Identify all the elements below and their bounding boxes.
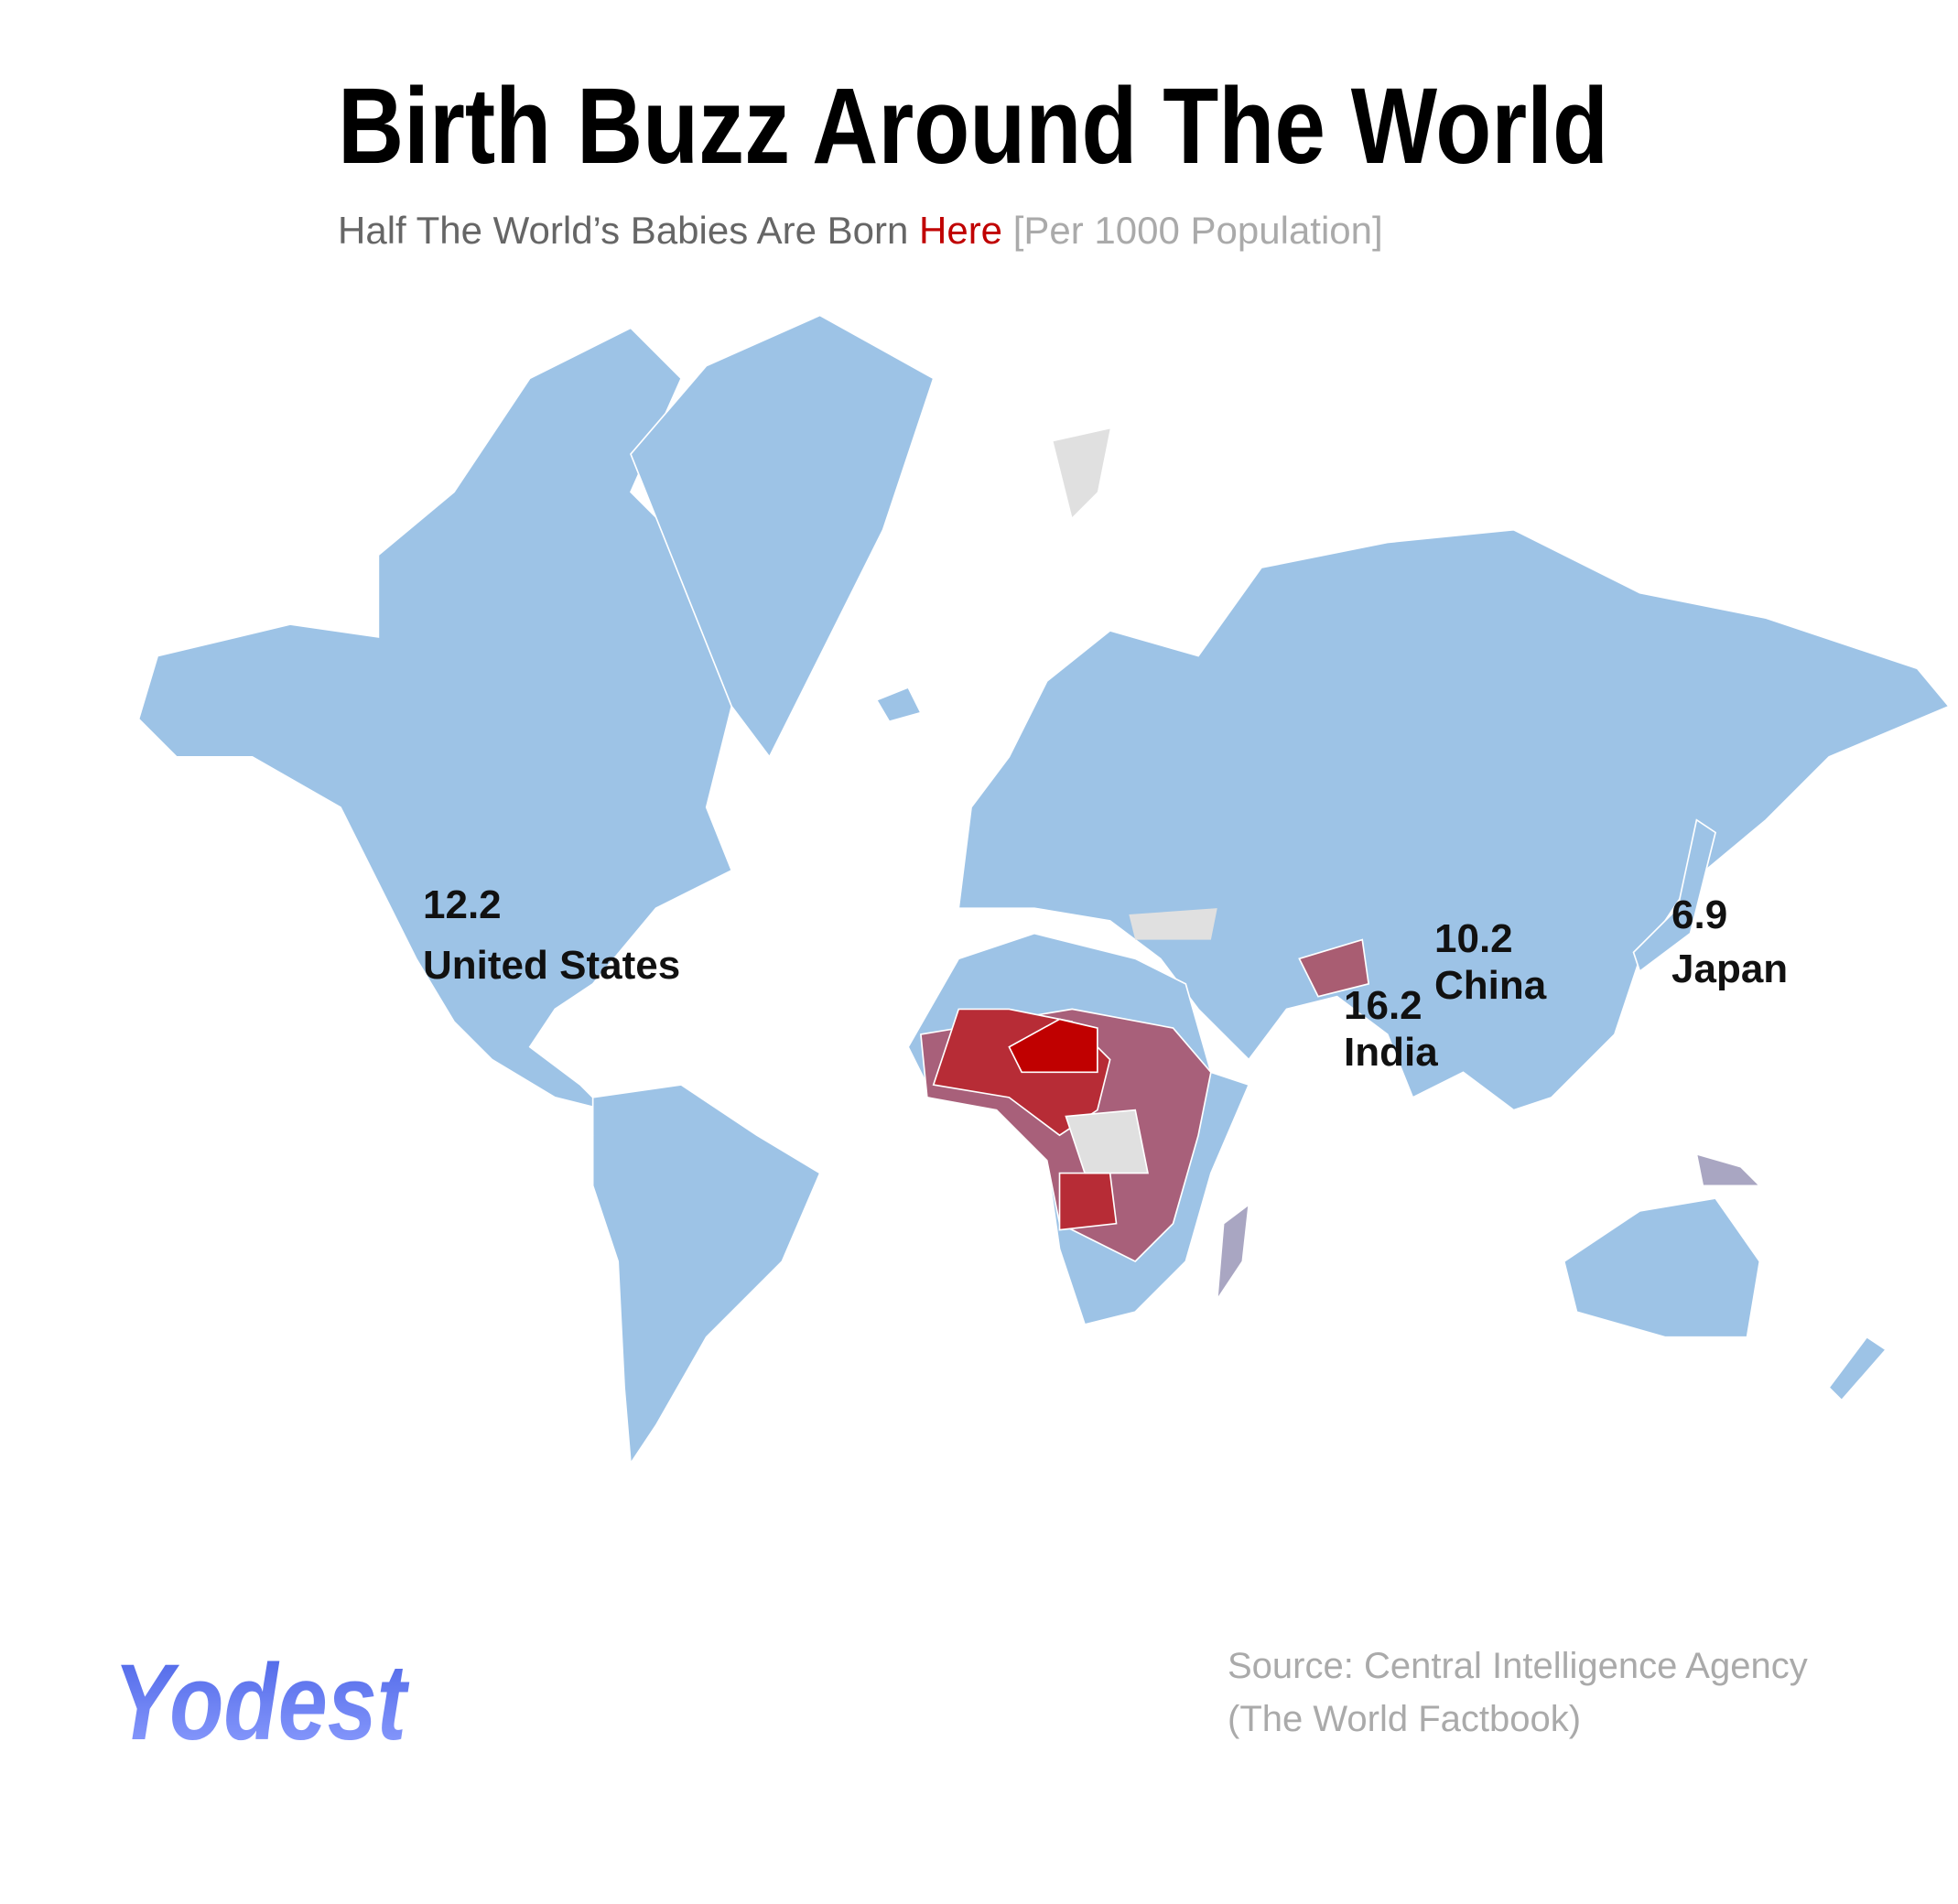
label-name: India bbox=[1344, 1030, 1438, 1075]
source-line: (The World Factbook) bbox=[1228, 1699, 1581, 1739]
label-value: 10.2 bbox=[1434, 916, 1513, 961]
japan bbox=[1632, 818, 1717, 973]
no-data-svalbard bbox=[1053, 428, 1110, 517]
label-value: 12.2 bbox=[423, 882, 502, 927]
logo: Yodest bbox=[114, 1642, 410, 1763]
afghanistan bbox=[1298, 938, 1370, 998]
source-line: Source: Central Intelligence Agency bbox=[1228, 1646, 1808, 1686]
subtitle-highlight: Here bbox=[919, 209, 1002, 252]
subtitle-unit: [Per 1000 Population] bbox=[1013, 209, 1383, 252]
australia bbox=[1563, 1197, 1761, 1338]
greenland bbox=[630, 314, 935, 759]
new-zealand bbox=[1828, 1336, 1888, 1401]
subtitle-lead: Half The World’s Babies Are Born bbox=[338, 209, 908, 252]
south-america bbox=[591, 1084, 821, 1466]
no-data-drc bbox=[1065, 1109, 1149, 1174]
world-map bbox=[137, 314, 1951, 1466]
title: Birth Buzz Around The World bbox=[338, 66, 1608, 187]
angola bbox=[1058, 1172, 1118, 1231]
niger bbox=[1008, 1018, 1098, 1074]
label-value: 6.9 bbox=[1671, 892, 1727, 937]
subtitle: Half The World’s Babies Are Born Here [P… bbox=[338, 209, 1383, 252]
iceland bbox=[875, 686, 923, 723]
label-name: Japan bbox=[1671, 947, 1788, 991]
label-name: China bbox=[1434, 963, 1547, 1008]
no-data-turkey bbox=[1129, 908, 1217, 940]
madagascar bbox=[1216, 1203, 1250, 1300]
label-value: 16.2 bbox=[1344, 983, 1423, 1028]
label-name: United States bbox=[423, 943, 680, 988]
papua-new-guinea bbox=[1695, 1152, 1762, 1187]
north-america bbox=[137, 327, 733, 1112]
